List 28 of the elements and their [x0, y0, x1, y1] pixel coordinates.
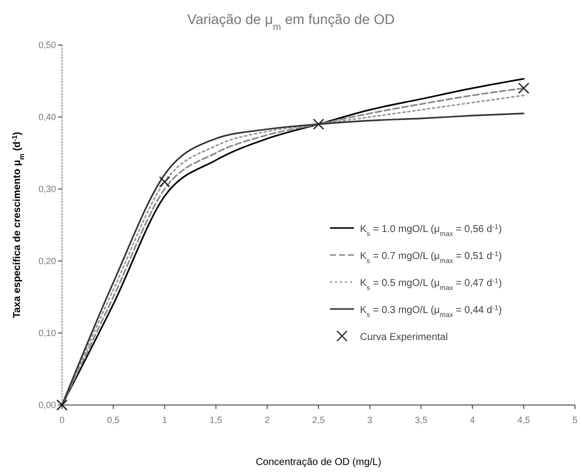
legend-label: K$_{s}$ = 0.7 mgO/L (μ$_{max}$ = 0,51 d$^{-1}$) — [360, 250, 502, 264]
point — [158, 176, 170, 188]
x-tick-label: 1 — [162, 415, 168, 425]
x-tick-label: 4 — [470, 415, 475, 425]
y-tick-label: 0,20 — [38, 256, 56, 266]
x-tick-label: 0,5 — [107, 415, 120, 425]
legend-label: K$_{s}$ = 1.0 mgO/L (μ$_{max}$ = 0,56 d$^{-1}$) — [360, 224, 502, 238]
legend-label: K$_{s}$ = 0.3 mgO/L (μ$_{max}$ = 0,44 d$^{-1}$) — [360, 304, 502, 318]
y-tick-label: 0,30 — [38, 184, 56, 194]
chart-title: Variação de μ$_{m}$ em função de OD — [187, 11, 395, 32]
x-tick-label: 2 — [264, 415, 270, 425]
point — [312, 118, 324, 130]
x-tick-label: 5 — [572, 415, 578, 425]
x-tick-label: 3,5 — [414, 415, 428, 425]
y-tick-label: 0,10 — [38, 328, 56, 338]
legend-label: Curva Experimental — [360, 332, 448, 343]
x-tick-label: 0 — [59, 415, 65, 425]
point — [56, 399, 68, 411]
x-tick-label: 1,5 — [210, 415, 222, 425]
y-tick-label: 0,40 — [38, 112, 56, 122]
x-tick-label: 2,5 — [312, 415, 325, 425]
point — [518, 82, 530, 94]
x-axis-title: Concentração de OD (mg/L) — [256, 457, 382, 468]
x-tick-label: 4,5 — [517, 415, 530, 425]
y-tick-label: 0,50 — [38, 40, 56, 50]
x-tick-label: 3 — [367, 415, 372, 425]
legend-label: K$_{s}$ = 0.5 mgO/L (μ$_{max}$ = 0,47 d$^{-1}$) — [360, 278, 502, 292]
y-tick-label: 0,00 — [38, 400, 56, 410]
